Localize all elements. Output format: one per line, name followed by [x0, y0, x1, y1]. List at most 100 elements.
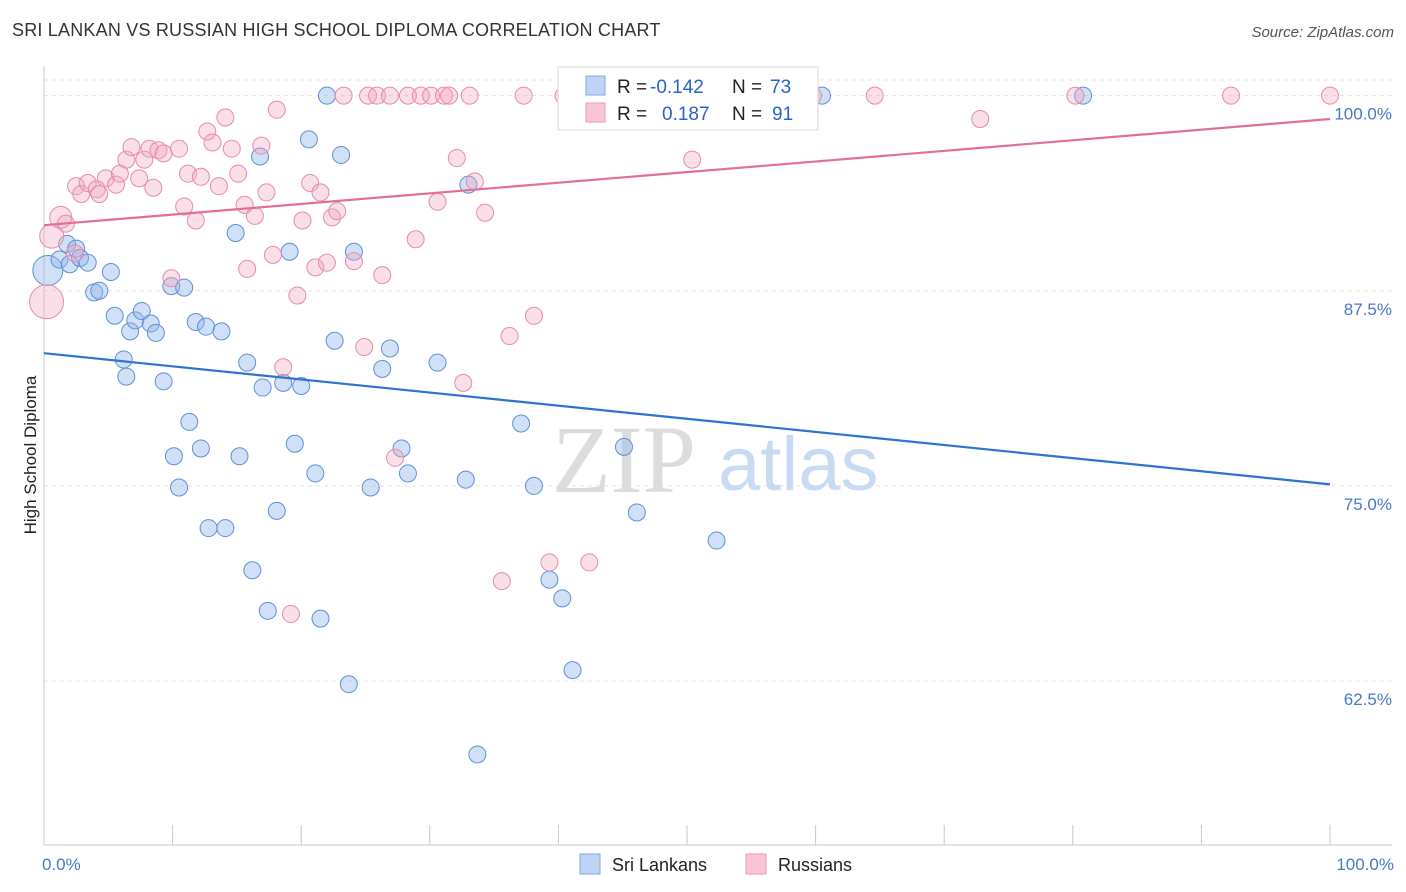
point-russians [865, 86, 884, 105]
point-sri-lankans [339, 675, 358, 694]
point-sri-lankans [253, 378, 272, 397]
point-sri-lankans [114, 350, 133, 369]
point-sri-lankans [101, 263, 120, 282]
point-sri-lankans [398, 464, 417, 483]
point-sri-lankans [197, 317, 216, 336]
point-russians [580, 553, 599, 572]
point-russians [198, 122, 217, 141]
point-russians [257, 183, 276, 202]
point-sri-lankans [292, 377, 311, 395]
point-russians [96, 169, 115, 188]
point-sri-lankans [428, 353, 447, 372]
point-sri-lankans [1074, 86, 1093, 105]
point-russians [434, 86, 453, 105]
legend-n-value-sri: 73 [770, 77, 791, 98]
point-russians [398, 86, 417, 105]
point-sri-lankans [146, 323, 165, 342]
point-sri-lankans [627, 503, 646, 522]
point-sri-lankans [267, 501, 286, 520]
point-sri-lankans [243, 561, 262, 580]
point-sri-lankans [373, 359, 392, 378]
legend-r-label-rus: R = [617, 104, 647, 125]
point-sri-lankans [317, 86, 336, 105]
point-russians [334, 86, 353, 105]
point-russians [454, 373, 473, 392]
point-russians [328, 202, 347, 221]
point-sri-lankans [332, 145, 351, 164]
trend-layer [43, 117, 1331, 486]
point-sri-lankans [154, 372, 173, 391]
point-russians [422, 86, 441, 105]
point-russians [317, 253, 336, 272]
point-russians [267, 100, 286, 119]
point-sri-lankans [258, 601, 277, 620]
watermark-zip: ZIP [552, 406, 696, 513]
point-sri-lankans [468, 745, 487, 764]
point-russians [492, 572, 511, 591]
point-russians [411, 86, 430, 105]
point-sri-lankans [199, 519, 218, 538]
point-sri-lankans [392, 439, 411, 458]
series-legend: Sri Lankans Russians [579, 853, 852, 875]
point-sri-lankans [238, 353, 257, 372]
point-russians [216, 108, 235, 127]
point-sri-lankans [563, 661, 582, 680]
point-russians [386, 448, 405, 467]
point-russians [238, 259, 257, 278]
x-tick-label: 0.0% [42, 855, 81, 874]
point-russians [245, 206, 264, 225]
legend-r-label-sri: R = [617, 77, 647, 98]
point-sri-lankans [141, 314, 160, 333]
point-russians [380, 86, 399, 105]
point-russians [122, 138, 141, 157]
point-russians [186, 211, 205, 230]
point-russians [373, 266, 392, 285]
point-russians [359, 86, 378, 105]
point-sri-lankans [105, 306, 124, 325]
legend-r-value-sri: -0.142 [650, 77, 704, 98]
point-russians [293, 211, 312, 230]
point-sri-lankans [180, 412, 199, 431]
point-sri-lankans [285, 434, 304, 453]
point-russians [476, 203, 495, 222]
point-russians [140, 139, 159, 158]
point-russians [1321, 86, 1339, 105]
point-sri-lankans [50, 250, 69, 269]
point-russians [447, 149, 466, 168]
point-russians [135, 150, 154, 169]
series-sri-lankans [32, 86, 1093, 764]
point-sri-lankans [361, 478, 380, 497]
point-sri-lankans [32, 254, 64, 286]
y-axis-label: High School Diploma [21, 375, 40, 534]
point-sri-lankans [456, 470, 475, 489]
point-sri-lankans [344, 242, 363, 261]
point-sri-lankans [299, 130, 318, 149]
point-russians [500, 327, 519, 346]
point-sri-lankans [512, 414, 531, 433]
point-sri-lankans [170, 478, 189, 497]
point-russians [355, 337, 374, 356]
point-sri-lankans [306, 464, 325, 483]
point-russians [209, 177, 228, 196]
point-sri-lankans [553, 589, 572, 608]
point-sri-lankans [325, 331, 344, 350]
point-russians [107, 175, 126, 194]
point-russians [971, 110, 990, 129]
point-russians [301, 174, 320, 193]
watermark-atlas: atlas [718, 422, 879, 507]
chart-title: SRI LANKAN VS RUSSIAN HIGH SCHOOL DIPLOM… [12, 20, 661, 40]
legend-r-value-rus: 0.187 [662, 104, 710, 125]
point-russians [162, 269, 181, 288]
point-sri-lankans [212, 322, 231, 341]
point-russians [90, 184, 109, 203]
point-russians [78, 174, 97, 193]
legend-swatch-sri-lankans-bottom [579, 853, 601, 875]
point-russians [406, 230, 425, 249]
legend-swatch-russians [585, 102, 606, 123]
point-sri-lankans [132, 302, 151, 321]
point-sri-lankans [614, 437, 633, 456]
point-russians [175, 197, 194, 216]
point-sri-lankans [191, 439, 210, 458]
legend-label-sri-lankans: Sri Lankans [612, 855, 707, 875]
